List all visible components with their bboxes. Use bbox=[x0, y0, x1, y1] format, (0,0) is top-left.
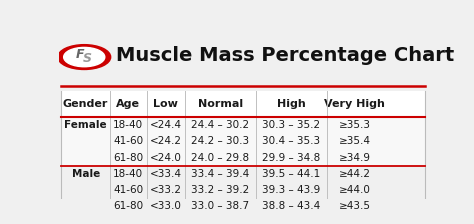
Text: ≥35.4: ≥35.4 bbox=[339, 136, 371, 146]
FancyBboxPatch shape bbox=[61, 166, 425, 182]
FancyBboxPatch shape bbox=[61, 91, 425, 117]
Text: Gender: Gender bbox=[63, 99, 109, 109]
Text: Very High: Very High bbox=[324, 99, 385, 109]
Text: 30.4 – 35.3: 30.4 – 35.3 bbox=[262, 136, 320, 146]
Text: <24.4: <24.4 bbox=[150, 121, 182, 130]
Text: Female: Female bbox=[64, 121, 107, 130]
Circle shape bbox=[64, 47, 105, 67]
Text: ≥34.9: ≥34.9 bbox=[339, 153, 371, 163]
Text: <33.4: <33.4 bbox=[150, 169, 182, 179]
Text: S: S bbox=[82, 52, 91, 65]
Text: 18-40: 18-40 bbox=[113, 121, 144, 130]
Text: 24.2 – 30.3: 24.2 – 30.3 bbox=[191, 136, 249, 146]
Text: 33.0 – 38.7: 33.0 – 38.7 bbox=[191, 201, 249, 211]
Text: Age: Age bbox=[116, 99, 140, 109]
FancyBboxPatch shape bbox=[61, 198, 425, 214]
Text: 61-80: 61-80 bbox=[113, 153, 144, 163]
Text: 24.4 – 30.2: 24.4 – 30.2 bbox=[191, 121, 249, 130]
Text: 39.3 – 43.9: 39.3 – 43.9 bbox=[262, 185, 320, 195]
Text: High: High bbox=[277, 99, 305, 109]
FancyBboxPatch shape bbox=[61, 117, 425, 134]
Text: 18-40: 18-40 bbox=[113, 169, 144, 179]
Text: 33.2 – 39.2: 33.2 – 39.2 bbox=[191, 185, 249, 195]
Text: F: F bbox=[75, 48, 84, 62]
Text: 30.3 – 35.2: 30.3 – 35.2 bbox=[262, 121, 320, 130]
FancyBboxPatch shape bbox=[61, 149, 425, 166]
Text: <33.0: <33.0 bbox=[150, 201, 182, 211]
Text: 41-60: 41-60 bbox=[113, 185, 144, 195]
Text: <33.2: <33.2 bbox=[150, 185, 182, 195]
Text: Low: Low bbox=[153, 99, 178, 109]
Text: 41-60: 41-60 bbox=[113, 136, 144, 146]
Text: 38.8 – 43.4: 38.8 – 43.4 bbox=[262, 201, 320, 211]
Text: Muscle Mass Percentage Chart: Muscle Mass Percentage Chart bbox=[116, 46, 455, 65]
Text: 39.5 – 44.1: 39.5 – 44.1 bbox=[262, 169, 320, 179]
Text: ≥44.0: ≥44.0 bbox=[339, 185, 371, 195]
Text: 61-80: 61-80 bbox=[113, 201, 144, 211]
FancyBboxPatch shape bbox=[61, 134, 425, 149]
Text: 33.4 – 39.4: 33.4 – 39.4 bbox=[191, 169, 249, 179]
Text: Male: Male bbox=[72, 169, 100, 179]
Circle shape bbox=[58, 45, 111, 69]
Text: ≥35.3: ≥35.3 bbox=[339, 121, 371, 130]
Text: ≥44.2: ≥44.2 bbox=[339, 169, 371, 179]
Text: <24.2: <24.2 bbox=[150, 136, 182, 146]
Text: Normal: Normal bbox=[198, 99, 243, 109]
Text: 29.9 – 34.8: 29.9 – 34.8 bbox=[262, 153, 320, 163]
Text: ≥43.5: ≥43.5 bbox=[339, 201, 371, 211]
Text: 24.0 – 29.8: 24.0 – 29.8 bbox=[191, 153, 249, 163]
Text: <24.0: <24.0 bbox=[150, 153, 182, 163]
FancyBboxPatch shape bbox=[61, 182, 425, 198]
